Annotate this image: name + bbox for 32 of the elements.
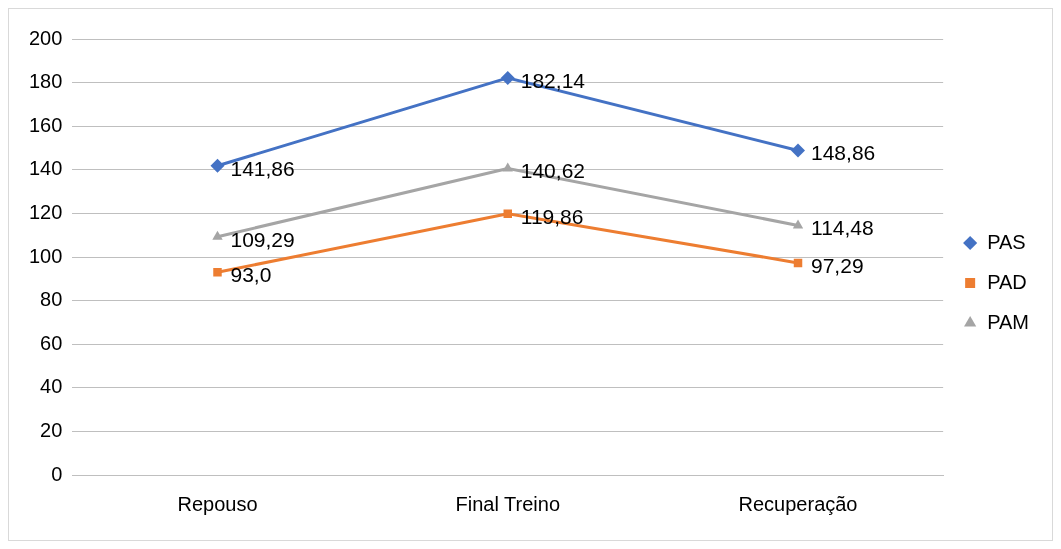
data-label: 148,86 <box>811 141 876 165</box>
point <box>213 268 222 277</box>
y-tick-label: 200 <box>28 26 63 49</box>
y-tick-label: 160 <box>28 113 63 136</box>
legend-label: PAM <box>987 310 1029 333</box>
point <box>791 143 806 158</box>
point <box>500 70 515 85</box>
point <box>792 219 804 229</box>
data-label: 114,48 <box>811 216 874 240</box>
y-tick-label: 100 <box>28 244 63 267</box>
y-tick-label: 0 <box>51 462 63 485</box>
y-tick-label: 120 <box>28 200 63 223</box>
x-tick-label: Repouso <box>177 492 258 515</box>
legend-label: PAD <box>987 270 1027 293</box>
y-tick-label: 60 <box>40 331 63 354</box>
data-label: 140,62 <box>520 159 585 183</box>
data-label: 182,14 <box>520 68 586 92</box>
data-label: 109,29 <box>230 227 295 251</box>
y-tick-label: 20 <box>40 418 63 441</box>
y-tick-label: 180 <box>28 70 63 93</box>
y-tick-label: 140 <box>28 157 63 180</box>
y-tick-label: 40 <box>40 375 63 398</box>
x-tick-label: Recuperação <box>738 492 858 515</box>
data-label: 97,29 <box>811 253 864 277</box>
y-tick-label: 80 <box>40 288 63 311</box>
data-label: 93,0 <box>230 263 272 287</box>
legend-label: PAS <box>987 230 1026 253</box>
x-tick-label: Final Treino <box>455 492 561 515</box>
data-label: 141,86 <box>230 156 295 180</box>
point <box>210 158 225 173</box>
point <box>503 209 512 218</box>
point <box>212 230 223 240</box>
